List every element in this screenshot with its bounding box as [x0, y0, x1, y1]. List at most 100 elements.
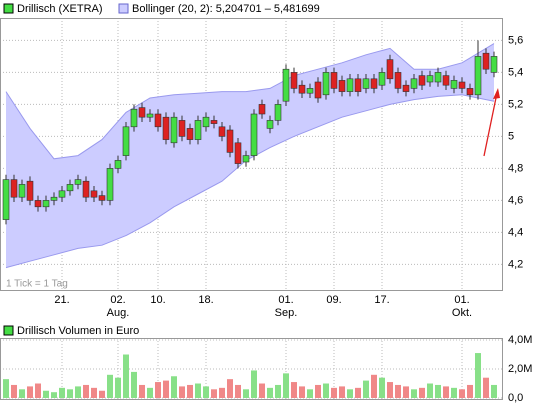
volume-bar: [379, 377, 385, 398]
volume-bar: [403, 386, 409, 398]
volume-bar: [251, 370, 257, 398]
volume-bar: [347, 389, 353, 398]
volume-bar: [163, 380, 169, 398]
x-tick-label: 02.: [110, 294, 125, 306]
candle-body: [474, 56, 482, 96]
candle-body: [426, 75, 434, 83]
volume-bar: [171, 376, 177, 398]
y-tick-label: 5,4: [508, 66, 523, 78]
volume-bar: [123, 354, 129, 398]
volume-bar: [51, 392, 57, 398]
volume-bar: [195, 383, 201, 398]
candle-body: [34, 200, 42, 208]
volume-bar: [11, 384, 17, 398]
candle-body: [114, 160, 122, 169]
candle-body: [314, 81, 322, 99]
candle-body: [370, 78, 378, 89]
candle-body: [266, 120, 274, 129]
volume-bar: [219, 387, 225, 398]
band-upper: [5, 43, 495, 160]
candle-body: [170, 116, 178, 144]
candle-body: [482, 52, 490, 70]
volume-bar: [275, 384, 281, 398]
month-label: Aug.: [107, 307, 130, 319]
y-tick-label: 2,0M: [508, 363, 532, 375]
volume-bar: [411, 389, 417, 398]
volume-bar: [19, 389, 25, 398]
volume-bar: [459, 389, 465, 398]
x-tick-label: 21.: [54, 294, 69, 306]
y-tick-label: 5: [508, 130, 514, 142]
candle-body: [418, 75, 426, 86]
candle-body: [18, 184, 26, 198]
volume-bar: [115, 377, 121, 398]
volume-bar: [299, 386, 305, 398]
volume-bar: [107, 374, 113, 398]
volume-bar: [235, 384, 241, 398]
volume-bar: [187, 384, 193, 398]
volume-bar: [435, 384, 441, 398]
candle-body: [50, 196, 58, 201]
volume-bar: [475, 353, 481, 398]
volume-bar: [339, 386, 345, 398]
legend-swatch: [3, 3, 14, 14]
volume-bar: [203, 386, 209, 398]
candle-body: [274, 104, 282, 121]
volume-bar: [147, 387, 153, 398]
candle-body: [2, 179, 10, 220]
candle-body: [178, 120, 186, 137]
volume-bar: [131, 371, 137, 398]
candle-body: [258, 104, 266, 115]
legend-label: Bollinger (20, 2): 5,204701 – 5,481699: [132, 3, 320, 15]
y-tick-label: 4,2: [508, 258, 523, 270]
candle-body: [26, 180, 34, 201]
volume-bar: [35, 383, 41, 398]
volume-bar: [363, 380, 369, 398]
candle-body: [202, 116, 210, 128]
candle-body: [10, 179, 18, 198]
candle-body: [490, 56, 498, 73]
y-tick-label: 5,6: [508, 34, 523, 46]
candle-body: [42, 200, 50, 208]
candle-body: [250, 113, 258, 156]
volume-bar: [491, 384, 497, 398]
candle-body: [298, 84, 306, 94]
volume-bar: [59, 387, 65, 398]
y-tick-label: 4,6: [508, 194, 523, 206]
candle-body: [98, 195, 106, 201]
volume-bar: [227, 379, 233, 398]
candle-body: [290, 72, 298, 89]
volume-bar: [355, 387, 361, 398]
candle-body: [466, 88, 474, 96]
candle-body: [234, 142, 242, 164]
candle-body: [242, 155, 250, 163]
bollinger-band: [6, 43, 494, 268]
candle-body: [362, 78, 370, 89]
volume-bar: [43, 390, 49, 398]
candle-body: [58, 190, 66, 198]
candle-body: [434, 72, 442, 83]
candle-body: [82, 180, 90, 198]
volume-bar: [419, 387, 425, 398]
volume-bar: [451, 387, 457, 398]
volume-bar: [371, 374, 377, 398]
candle-body: [210, 120, 218, 124]
candle-body: [458, 81, 466, 89]
candle-body: [218, 126, 226, 137]
legend-label: Drillisch Volumen in Euro: [17, 325, 139, 337]
candle-body: [226, 129, 234, 153]
volume-bar: [155, 382, 161, 398]
candle-body: [282, 68, 290, 102]
month-label: Sep.: [275, 307, 298, 319]
candle-body: [354, 78, 362, 92]
volume-bar: [427, 383, 433, 398]
legend-swatch: [118, 3, 129, 14]
volume-bar: [443, 386, 449, 398]
candle-body: [442, 75, 450, 86]
volume-bar: [267, 387, 273, 398]
candle-body: [450, 80, 458, 89]
candle-body: [402, 84, 410, 92]
plot-frame: [0, 18, 503, 291]
candle-body: [74, 179, 82, 185]
